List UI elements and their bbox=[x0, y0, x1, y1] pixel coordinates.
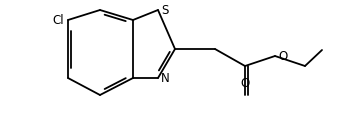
Text: O: O bbox=[278, 50, 287, 62]
Text: N: N bbox=[161, 72, 170, 84]
Text: Cl: Cl bbox=[52, 13, 64, 26]
Text: S: S bbox=[161, 3, 168, 17]
Text: O: O bbox=[240, 77, 250, 90]
